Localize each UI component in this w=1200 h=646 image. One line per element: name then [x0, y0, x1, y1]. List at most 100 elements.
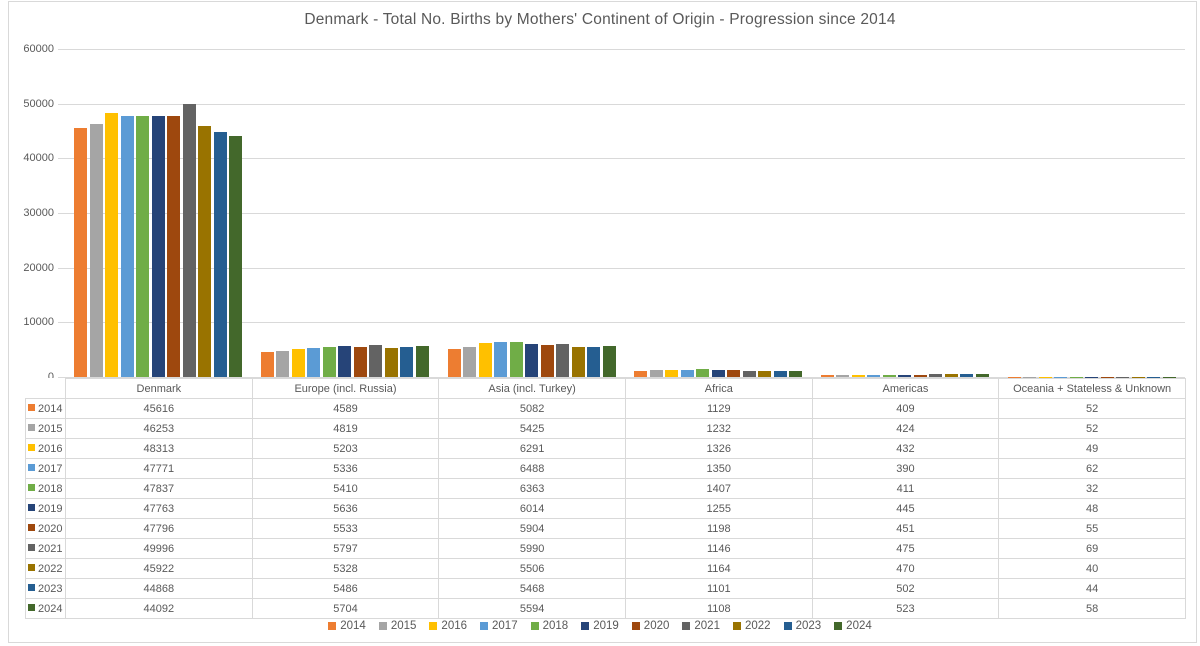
table-row-label: 2020 [25, 518, 66, 539]
table-header-cell: Denmark [65, 378, 253, 399]
bar-2021 [369, 345, 383, 377]
bar-2015 [836, 374, 850, 377]
bar-2017 [867, 374, 881, 377]
bar-2014 [447, 349, 461, 377]
table-row: 2015 46253 4819 5425 1232 424 52 [25, 418, 1186, 439]
bar-2021 [556, 344, 570, 377]
table-cell: 49996 [65, 538, 253, 559]
bar-2020 [540, 344, 554, 377]
bar-group-asia-incl-turkey- [438, 49, 625, 377]
bar-2020 [913, 374, 927, 377]
y-axis-tick-label: 20000 [23, 261, 54, 274]
series-swatch-icon [28, 484, 35, 492]
bar-2017 [494, 341, 508, 377]
table-cell: 475 [811, 538, 1000, 559]
bar-2016 [665, 369, 679, 377]
table-header-cell: Oceania + Stateless & Unknown [998, 378, 1186, 399]
table-cell: 48 [998, 498, 1186, 519]
bar-2023 [213, 131, 227, 377]
table-cell: 1146 [624, 538, 813, 559]
y-axis-tick-label: 50000 [23, 97, 54, 110]
table-cell: 5082 [438, 398, 626, 419]
chart-title: Denmark - Total No. Births by Mothers' C… [304, 11, 896, 28]
series-swatch-icon [28, 584, 35, 592]
table-cell: 5594 [438, 598, 626, 619]
legend-item-2019: 2019 [581, 620, 619, 632]
table-cell: 1164 [624, 558, 813, 579]
legend-label: 2018 [542, 620, 569, 632]
table-row-label: 2014 [25, 398, 66, 419]
table-cell: 1350 [624, 458, 813, 479]
series-swatch-icon [28, 444, 35, 452]
legend-label: 2023 [795, 620, 822, 632]
table-cell: 6488 [438, 458, 626, 479]
bar-2022 [384, 347, 398, 377]
bar-group-europe-incl-russia- [252, 49, 439, 377]
legend-label: 2015 [390, 620, 417, 632]
table-row: 2020 47796 5533 5904 1198 451 55 [25, 518, 1186, 539]
bar-2016 [478, 342, 492, 377]
legend-item-2024: 2024 [834, 620, 872, 632]
table-cell: 5468 [438, 578, 626, 599]
table-cell: 1108 [624, 598, 813, 619]
table-cell: 5486 [251, 578, 440, 599]
y-axis-tick-label: 30000 [23, 207, 54, 219]
table-cell: 45922 [65, 558, 253, 579]
table-row-label: 2015 [25, 418, 66, 439]
legend-item-2018: 2018 [530, 620, 569, 632]
table-cell: 1326 [624, 438, 813, 459]
legend-swatch-icon [834, 622, 843, 630]
legend-label: 2020 [643, 620, 670, 632]
bar-2016 [291, 348, 305, 377]
bar-group-americas [812, 49, 999, 377]
table-row: 2019 47763 5636 6014 1255 445 48 [25, 498, 1186, 519]
bar-2024 [415, 345, 429, 377]
gridline [58, 49, 1185, 50]
table-row: 2018 47837 5410 6363 1407 411 32 [25, 478, 1186, 499]
table-row: 2023 44868 5486 5468 1101 502 44 [25, 578, 1186, 599]
bar-2014 [74, 127, 88, 377]
table-cell: 6363 [438, 478, 626, 499]
table-cell: 445 [811, 498, 1000, 519]
legend-swatch-icon [378, 622, 387, 630]
table-cell: 44 [998, 578, 1186, 599]
bar-2019 [338, 346, 352, 377]
bar-2024 [229, 135, 243, 377]
table-cell: 5533 [251, 518, 440, 539]
bar-2020 [353, 346, 367, 377]
table-cell: 411 [811, 478, 1000, 499]
table-row: 2017 47771 5336 6488 1350 390 62 [25, 458, 1186, 479]
gridline [58, 377, 1185, 378]
table-cell: 47837 [65, 478, 253, 499]
legend-label: 2024 [846, 620, 872, 632]
bar-2014 [260, 351, 274, 377]
table-cell: 44092 [65, 598, 253, 619]
table-cell: 432 [811, 438, 1000, 459]
bar-2022 [944, 374, 958, 377]
legend-item-2021: 2021 [682, 620, 720, 632]
bar-2018 [136, 115, 150, 377]
table-cell: 48313 [65, 438, 253, 459]
bar-2015 [276, 350, 290, 377]
table-row: 2021 49996 5797 5990 1146 475 69 [25, 538, 1186, 559]
legend-item-2015: 2015 [378, 620, 417, 632]
series-swatch-icon [28, 544, 35, 552]
table-cell: 47796 [65, 518, 253, 539]
series-swatch-icon [28, 604, 35, 612]
series-swatch-icon [28, 504, 35, 512]
table-row-label: 2022 [25, 558, 66, 579]
bar-2022 [758, 370, 772, 377]
table-header-cell: Asia (incl. Turkey) [438, 378, 626, 399]
table-row-label: 2023 [25, 578, 66, 599]
table-row: 2016 48313 5203 6291 1326 432 49 [25, 438, 1186, 459]
bar-2018 [882, 374, 896, 377]
bar-2022 [198, 125, 212, 377]
gridline [58, 213, 1185, 214]
legend-item-2014: 2014 [328, 620, 366, 632]
table-cell: 5336 [251, 458, 440, 479]
table-cell: 47763 [65, 498, 253, 519]
legend-label: 2022 [744, 620, 771, 632]
y-axis-tick-label: 0 [47, 371, 54, 383]
legend-swatch-icon [480, 622, 489, 630]
table-cell: 5328 [251, 558, 440, 579]
